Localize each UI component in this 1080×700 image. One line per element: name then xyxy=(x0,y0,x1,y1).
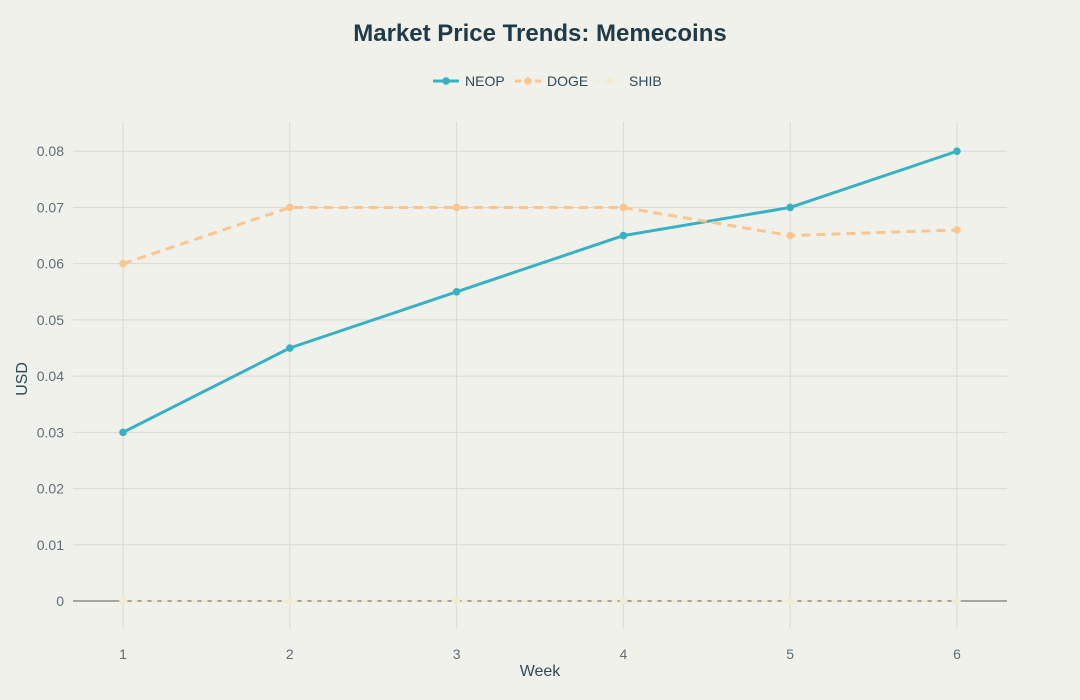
legend-item-neop[interactable]: NEOP xyxy=(433,73,505,89)
data-point-shib[interactable] xyxy=(286,597,294,605)
y-tick-label: 0.04 xyxy=(37,368,64,384)
y-tick-label: 0.05 xyxy=(37,312,64,328)
legend-item-shib[interactable]: SHIB xyxy=(597,73,662,89)
y-axis-label: USD xyxy=(14,362,31,396)
x-tick-label: 4 xyxy=(619,646,627,662)
data-point-doge[interactable] xyxy=(953,226,961,234)
legend-label: DOGE xyxy=(547,73,588,89)
data-point-neop[interactable] xyxy=(119,428,127,437)
y-tick-label: 0.08 xyxy=(37,143,64,159)
x-tick-label: 6 xyxy=(953,646,961,662)
y-tick-label: 0.03 xyxy=(37,424,64,440)
x-axis-label: Week xyxy=(520,663,562,680)
data-point-shib[interactable] xyxy=(619,597,628,605)
legend-label: NEOP xyxy=(465,73,505,89)
data-point-neop[interactable] xyxy=(286,344,294,352)
legend-swatch-marker xyxy=(442,77,450,85)
data-point-neop[interactable] xyxy=(786,203,794,212)
legend-item-doge[interactable]: DOGE xyxy=(515,73,588,89)
x-tick-label: 5 xyxy=(786,646,794,662)
data-point-shib[interactable] xyxy=(119,597,127,605)
y-tick-label: 0.01 xyxy=(37,537,64,553)
x-axis-ticks: 1 2 3 4 5 6 xyxy=(119,646,961,662)
data-point-doge[interactable] xyxy=(452,203,461,212)
series-lines xyxy=(121,149,959,603)
y-tick-label: 0.02 xyxy=(37,481,64,497)
chart-title: Market Price Trends: Memecoins xyxy=(353,20,726,47)
x-tick-label: 2 xyxy=(286,646,294,662)
y-tick-label: 0.06 xyxy=(37,256,64,272)
legend-swatch-marker xyxy=(524,77,532,85)
data-point-doge[interactable] xyxy=(286,203,294,212)
data-point-doge[interactable] xyxy=(619,203,628,212)
data-point-shib[interactable] xyxy=(786,597,794,605)
x-tick-label: 3 xyxy=(453,646,461,662)
data-point-shib[interactable] xyxy=(452,597,461,605)
data-point-neop[interactable] xyxy=(619,231,628,240)
series-line-doge xyxy=(122,205,958,266)
legend-swatch-marker xyxy=(606,77,614,85)
series-line-neop xyxy=(122,149,958,434)
series-points xyxy=(119,147,961,605)
grid xyxy=(73,122,1007,628)
data-point-neop[interactable] xyxy=(953,147,961,156)
y-axis-ticks: 0 0.01 0.02 0.03 0.04 0.05 0.06 0.07 0.08 xyxy=(37,143,64,609)
y-tick-label: 0 xyxy=(56,593,64,609)
data-point-doge[interactable] xyxy=(119,259,127,268)
data-point-doge[interactable] xyxy=(786,231,794,240)
data-point-neop[interactable] xyxy=(452,287,461,296)
legend-label: SHIB xyxy=(629,73,662,89)
legend: NEOP DOGE SHIB xyxy=(433,73,662,89)
data-point-shib[interactable] xyxy=(953,597,961,605)
y-tick-label: 0.07 xyxy=(37,199,64,215)
x-tick-label: 1 xyxy=(119,646,127,662)
